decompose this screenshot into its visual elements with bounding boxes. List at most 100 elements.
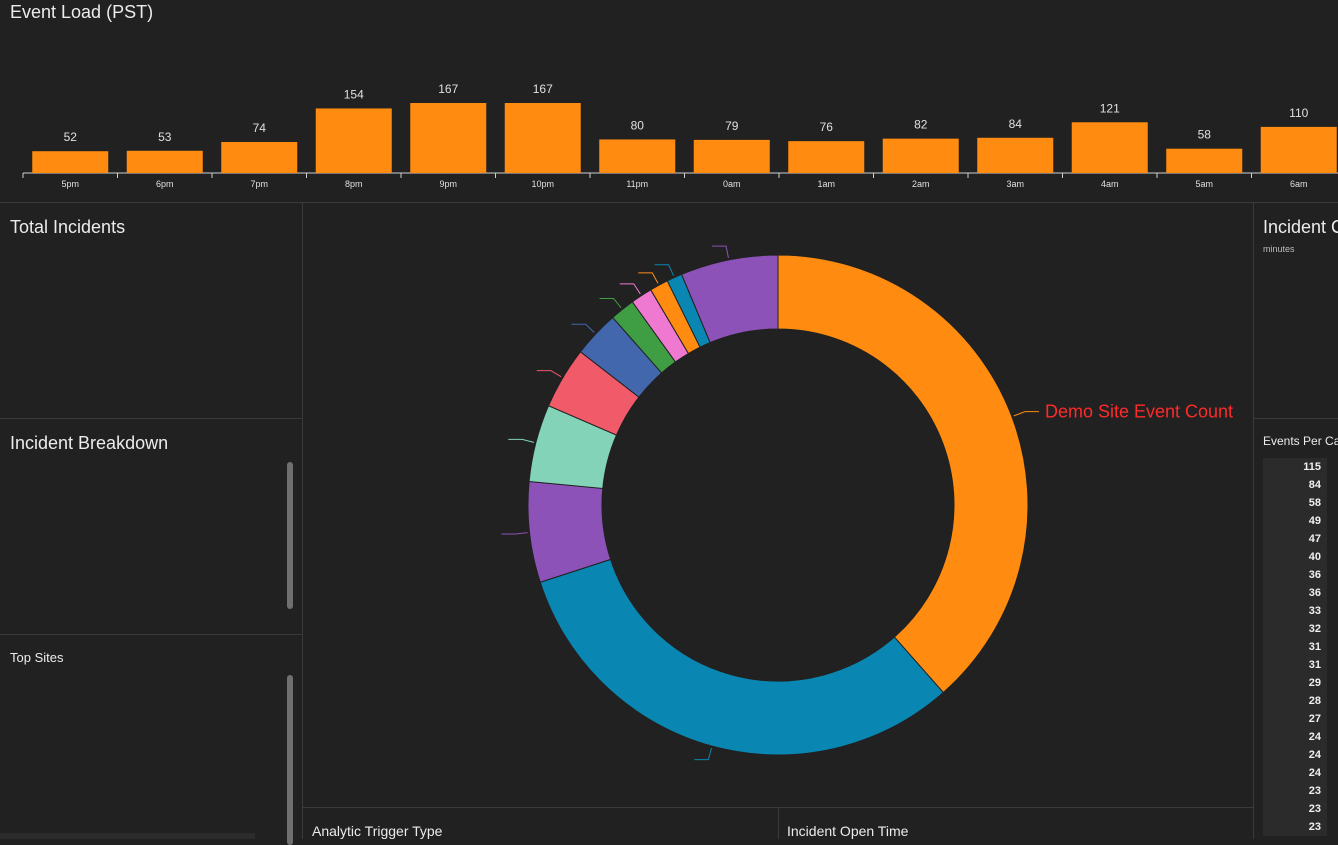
slice-label: Demo Site Event Count [1045, 402, 1233, 422]
table-row: 36 [1263, 566, 1327, 584]
divider [0, 202, 1338, 203]
x-tick-label: 2am [912, 179, 930, 189]
data-label: 52 [64, 130, 78, 144]
top-sites-scrollbar[interactable] [287, 675, 293, 845]
x-tick-label: 7pm [250, 179, 268, 189]
event-load-bar-chart: 52 5pm 53 6pm 74 7pm 154 8pm 167 9pm 167 10pm 80 11pm… [22, 82, 1338, 189]
divider [0, 634, 302, 635]
divider [1253, 203, 1254, 839]
table-row: 32 [1263, 620, 1327, 638]
bar [126, 150, 203, 173]
table-row: 84 [1263, 476, 1327, 494]
leader-line [508, 438, 535, 443]
top-sites-panel: Top Sites [0, 635, 302, 845]
data-label: 167 [438, 82, 458, 96]
event-load-panel: Event Load (PST) 52 5pm 53 6pm 74 7pm 154 8pm 16… [0, 0, 1338, 202]
analytic-trigger-panel: Analytic Trigger Type [303, 808, 778, 839]
table-row: 31 [1263, 638, 1327, 656]
data-label: 53 [158, 130, 172, 144]
incident-breakdown-title: Incident Breakdown [10, 433, 169, 453]
table-row: 23 [1263, 818, 1327, 836]
table-row: 33 [1263, 602, 1327, 620]
data-label: 79 [725, 119, 739, 133]
bar [504, 103, 581, 173]
incident-panel-subtitle: minutes [1263, 244, 1295, 254]
data-label: 80 [631, 118, 645, 132]
total-incidents-title: Total Incidents [10, 217, 126, 237]
x-tick-label: 0am [723, 179, 741, 189]
leader-line [694, 747, 712, 761]
incident-panel-title: Incident C [1263, 217, 1338, 237]
table-row: 29 [1263, 674, 1327, 692]
table-row: 31 [1263, 656, 1327, 674]
table-row: 28 [1263, 692, 1327, 710]
leader-line [654, 264, 675, 276]
x-tick-label: 6pm [156, 179, 174, 189]
table-row: 27 [1263, 710, 1327, 728]
table-row: 36 [1263, 584, 1327, 602]
events-per-panel: Events Per Ca [1254, 419, 1338, 459]
data-label: 110 [1289, 106, 1308, 120]
incident-breakdown-scrollbar[interactable] [287, 462, 293, 609]
top-sites-bottom-bar [0, 833, 255, 839]
donut-slice [680, 254, 779, 344]
bar [693, 139, 770, 173]
x-tick-label: 6am [1290, 179, 1308, 189]
divider [778, 808, 779, 839]
leader-line [536, 370, 562, 378]
events-per-table: 115 84 58 49 47 40 36 36 33 32 31 31 29 28 27 24 24 24 23 2… [1263, 458, 1338, 836]
x-tick-label: 8pm [345, 179, 363, 189]
leader-line [619, 283, 641, 295]
leader-line [1013, 411, 1039, 417]
donut-chart: Demo Site Event Count [501, 245, 1233, 761]
divider [303, 807, 1253, 808]
bar [599, 139, 676, 173]
table-row: 115 [1263, 458, 1327, 476]
bar [1166, 148, 1243, 173]
donut-slice [539, 558, 945, 756]
x-tick-label: 5pm [61, 179, 79, 189]
leader-line [712, 245, 729, 259]
bar [1260, 126, 1337, 173]
events-per-title: Events Per Ca [1263, 434, 1338, 448]
bar [1071, 122, 1148, 173]
incident-panel: Incident C minutes [1254, 203, 1338, 418]
x-tick-label: 9pm [439, 179, 457, 189]
data-label: 154 [344, 87, 364, 101]
divider [302, 203, 303, 839]
table-row: 49 [1263, 512, 1327, 530]
table-row: 24 [1263, 728, 1327, 746]
x-tick-label: 4am [1101, 179, 1119, 189]
table-row: 23 [1263, 800, 1327, 818]
event-load-title: Event Load (PST) [10, 2, 154, 22]
bar [315, 108, 392, 173]
table-row: 58 [1263, 494, 1327, 512]
data-label: 121 [1100, 101, 1120, 115]
x-tick-label: 3am [1006, 179, 1024, 189]
bar [882, 138, 959, 173]
analytic-trigger-title: Analytic Trigger Type [312, 823, 443, 839]
table-row: 24 [1263, 746, 1327, 764]
incident-open-time-title: Incident Open Time [787, 823, 909, 839]
bar [788, 141, 865, 173]
leader-line [599, 297, 622, 309]
divider [0, 418, 302, 419]
data-label: 58 [1198, 128, 1212, 142]
bar [221, 141, 298, 173]
total-incidents-panel: Total Incidents [0, 203, 302, 418]
x-tick-label: 10pm [531, 179, 554, 189]
leader-line [571, 323, 595, 333]
x-tick-label: 11pm [626, 179, 648, 189]
leader-line [638, 272, 659, 284]
donut-slice [777, 254, 1029, 694]
top-sites-title: Top Sites [10, 650, 64, 665]
bar [410, 103, 487, 173]
table-row: 24 [1263, 764, 1327, 782]
table-row: 23 [1263, 782, 1327, 800]
data-label: 76 [820, 120, 834, 134]
divider [1254, 418, 1338, 419]
x-tick-label: 1am [817, 179, 835, 189]
incident-open-time-panel: Incident Open Time [779, 808, 1253, 839]
data-label: 82 [914, 118, 928, 132]
table-row: 40 [1263, 548, 1327, 566]
